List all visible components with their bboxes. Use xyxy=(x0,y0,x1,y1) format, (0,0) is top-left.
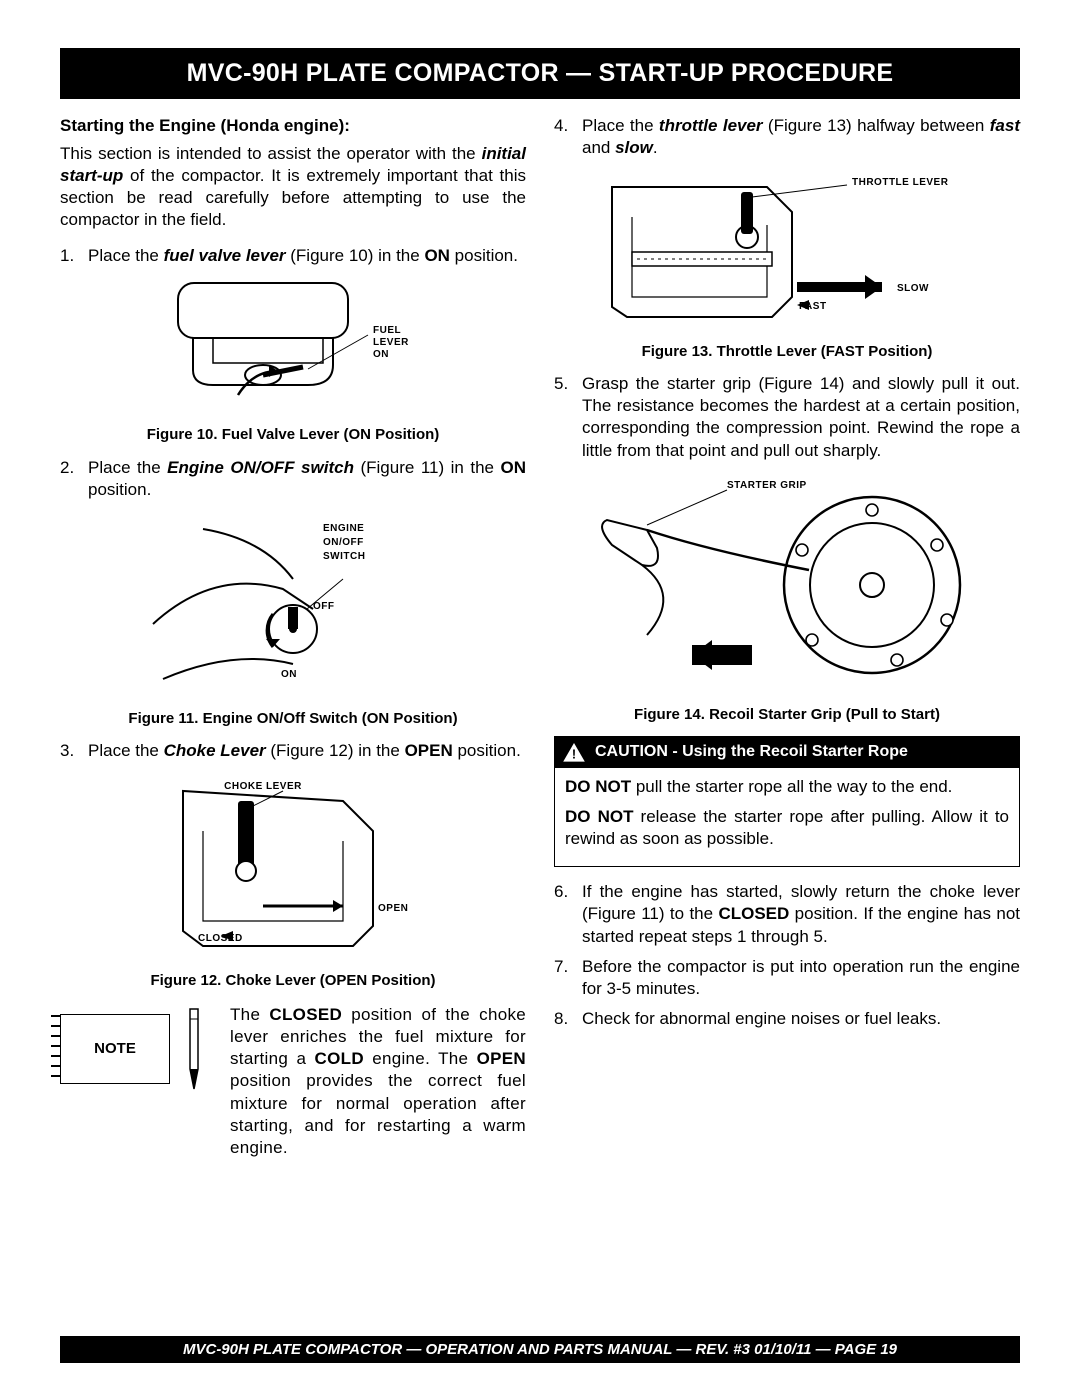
section-heading: Starting the Engine (Honda engine): xyxy=(60,115,526,137)
figure-10: FUEL LEVER ON Figure 10. Fuel Valve Leve… xyxy=(60,275,526,445)
steps-1-3: Place the fuel valve lever (Figure 10) i… xyxy=(60,245,526,267)
svg-text:CLOSED: CLOSED xyxy=(198,933,243,944)
caution-body: DO NOT pull the starter rope all the way… xyxy=(555,768,1019,866)
svg-text:LEVER: LEVER xyxy=(373,337,409,348)
caution-box: ! CAUTION - Using the Recoil Starter Rop… xyxy=(554,736,1020,867)
two-column-layout: Starting the Engine (Honda engine): This… xyxy=(60,115,1020,1159)
page-footer: MVC-90H PLATE COMPACTOR — OPERATION AND … xyxy=(60,1336,1020,1364)
svg-text:FUEL: FUEL xyxy=(373,325,401,336)
choke-lever-diagram: CHOKE LEVER OPEN CLOSED xyxy=(143,771,443,961)
figure-10-caption: Figure 10. Fuel Valve Lever (ON Position… xyxy=(60,425,526,445)
pencil-icon xyxy=(176,1004,212,1094)
svg-text:!: ! xyxy=(572,746,576,761)
right-column: Place the throttle lever (Figure 13) hal… xyxy=(554,115,1020,1159)
notepad-icon: NOTE xyxy=(60,1014,170,1084)
svg-text:ON: ON xyxy=(373,349,389,360)
figure-12-caption: Figure 12. Choke Lever (OPEN Position) xyxy=(60,971,526,991)
figure-14: STARTER GRIP Figure 14. Recoil Starter G… xyxy=(554,470,1020,725)
svg-text:STARTER GRIP: STARTER GRIP xyxy=(727,480,807,491)
step-4: Place the throttle lever (Figure 13) hal… xyxy=(554,115,1020,159)
figure-11-caption: Figure 11. Engine ON/Off Switch (ON Posi… xyxy=(60,709,526,729)
step-8: Check for abnormal engine noises or fuel… xyxy=(554,1008,1020,1030)
step-4-list: Place the throttle lever (Figure 13) hal… xyxy=(554,115,1020,159)
svg-text:ON/OFF: ON/OFF xyxy=(323,537,364,548)
note-icon: NOTE xyxy=(60,1004,212,1094)
figure-13: THROTTLE LEVER SLOW FAST Figure 13. Thro… xyxy=(554,167,1020,362)
svg-text:OFF: OFF xyxy=(313,601,335,612)
left-column: Starting the Engine (Honda engine): This… xyxy=(60,115,526,1159)
figure-13-caption: Figure 13. Throttle Lever (FAST Position… xyxy=(554,342,1020,362)
step-1: Place the fuel valve lever (Figure 10) i… xyxy=(60,245,526,267)
intro-paragraph: This section is intended to assist the o… xyxy=(60,143,526,231)
warning-icon: ! xyxy=(563,743,585,763)
recoil-diagram: STARTER GRIP xyxy=(587,470,987,695)
page-title-bar: MVC-90H PLATE COMPACTOR — START-UP PROCE… xyxy=(60,48,1020,99)
svg-text:ON: ON xyxy=(281,669,297,680)
step-5: Grasp the starter grip (Figure 14) and s… xyxy=(554,373,1020,461)
note-text: The CLOSED position of the choke lever e… xyxy=(230,1004,526,1159)
figure-14-caption: Figure 14. Recoil Starter Grip (Pull to … xyxy=(554,705,1020,725)
step-2: Place the Engine ON/OFF switch (Figure 1… xyxy=(60,457,526,501)
svg-text:ENGINE: ENGINE xyxy=(323,523,364,534)
step-5-list: Grasp the starter grip (Figure 14) and s… xyxy=(554,373,1020,461)
throttle-diagram: THROTTLE LEVER SLOW FAST xyxy=(597,167,977,332)
svg-text:SLOW: SLOW xyxy=(897,283,929,294)
fuel-valve-diagram: FUEL LEVER ON xyxy=(138,275,448,415)
step-6: If the engine has started, slowly return… xyxy=(554,881,1020,947)
step-3: Place the Choke Lever (Figure 12) in the… xyxy=(60,740,526,762)
svg-text:OPEN: OPEN xyxy=(378,903,408,914)
svg-text:CHOKE LEVER: CHOKE LEVER xyxy=(224,781,302,792)
figure-11: ENGINE ON/OFF SWITCH OFF ON Figure 11. E… xyxy=(60,509,526,729)
engine-switch-diagram: ENGINE ON/OFF SWITCH OFF ON xyxy=(143,509,443,699)
steps-6-8: If the engine has started, slowly return… xyxy=(554,881,1020,1030)
step-7: Before the compactor is put into operati… xyxy=(554,956,1020,1000)
caution-header: ! CAUTION - Using the Recoil Starter Rop… xyxy=(555,737,1019,768)
svg-text:SWITCH: SWITCH xyxy=(323,551,365,562)
svg-text:THROTTLE LEVER: THROTTLE LEVER xyxy=(852,177,949,188)
note-block: NOTE The CLOSED position of the choke le… xyxy=(60,1004,526,1159)
step-3-list: Place the Choke Lever (Figure 12) in the… xyxy=(60,740,526,762)
figure-12: CHOKE LEVER OPEN CLOSED Figure 12. Choke… xyxy=(60,771,526,991)
step-2-list: Place the Engine ON/OFF switch (Figure 1… xyxy=(60,457,526,501)
